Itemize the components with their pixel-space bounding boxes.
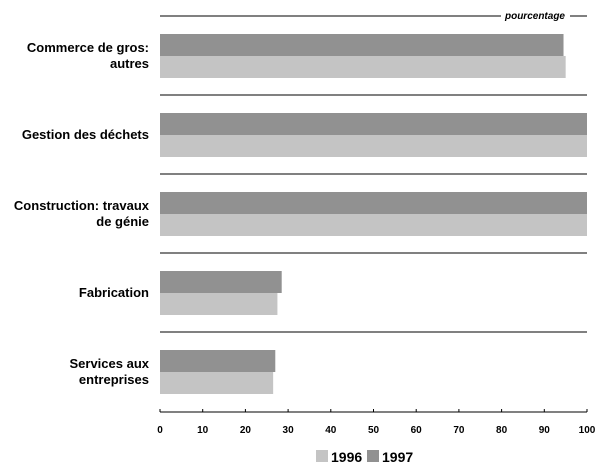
- category-label: Gestion des déchets: [22, 127, 149, 142]
- bar-1996-2: [160, 135, 587, 157]
- category-label-line: Construction: travaux: [14, 198, 150, 213]
- x-tick-label: 70: [453, 425, 465, 436]
- category-label-line: Services aux: [69, 356, 149, 371]
- x-tick-label: 50: [368, 425, 380, 436]
- category-label: Construction: travaux de génie: [14, 198, 150, 229]
- x-tick-label: 20: [240, 425, 252, 436]
- x-tick-label: 60: [411, 425, 423, 436]
- bar-1996-3: [160, 214, 587, 236]
- category-label: Commerce de gros: autres: [27, 40, 149, 71]
- x-tick-label: 100: [579, 425, 596, 436]
- x-tick-label: 40: [325, 425, 337, 436]
- legend-label-1997: 1997: [382, 449, 413, 465]
- bar-1997-3: [160, 192, 587, 214]
- bar-1997-5: [160, 350, 276, 372]
- category-label-line: autres: [110, 56, 149, 71]
- legend-swatch-1997: [367, 450, 379, 462]
- x-tick-label: 90: [539, 425, 551, 436]
- x-tick-label: 0: [157, 425, 163, 436]
- category-label-line: Commerce de gros:: [27, 40, 149, 55]
- category-label-line: de génie: [96, 214, 149, 229]
- category-label: Fabrication: [79, 285, 149, 300]
- bar-1997-4: [160, 271, 282, 293]
- legend-label-1996: 1996: [331, 449, 362, 465]
- bar-1996-1: [160, 56, 566, 78]
- category-label-line: entreprises: [79, 372, 149, 387]
- x-tick-label: 30: [283, 425, 295, 436]
- legend-swatch-1996: [316, 450, 328, 462]
- bar-1996-5: [160, 372, 274, 394]
- category-label: Services aux entreprises: [69, 356, 149, 387]
- unit-label: pourcentage: [504, 11, 565, 22]
- category-label-line: Gestion des déchets: [22, 127, 149, 142]
- bar-1996-4: [160, 293, 278, 315]
- bar-1997-1: [160, 34, 564, 56]
- x-tick-label: 10: [197, 425, 209, 436]
- bar-1997-2: [160, 113, 587, 135]
- x-tick-label: 80: [496, 425, 508, 436]
- category-label-line: Fabrication: [79, 285, 149, 300]
